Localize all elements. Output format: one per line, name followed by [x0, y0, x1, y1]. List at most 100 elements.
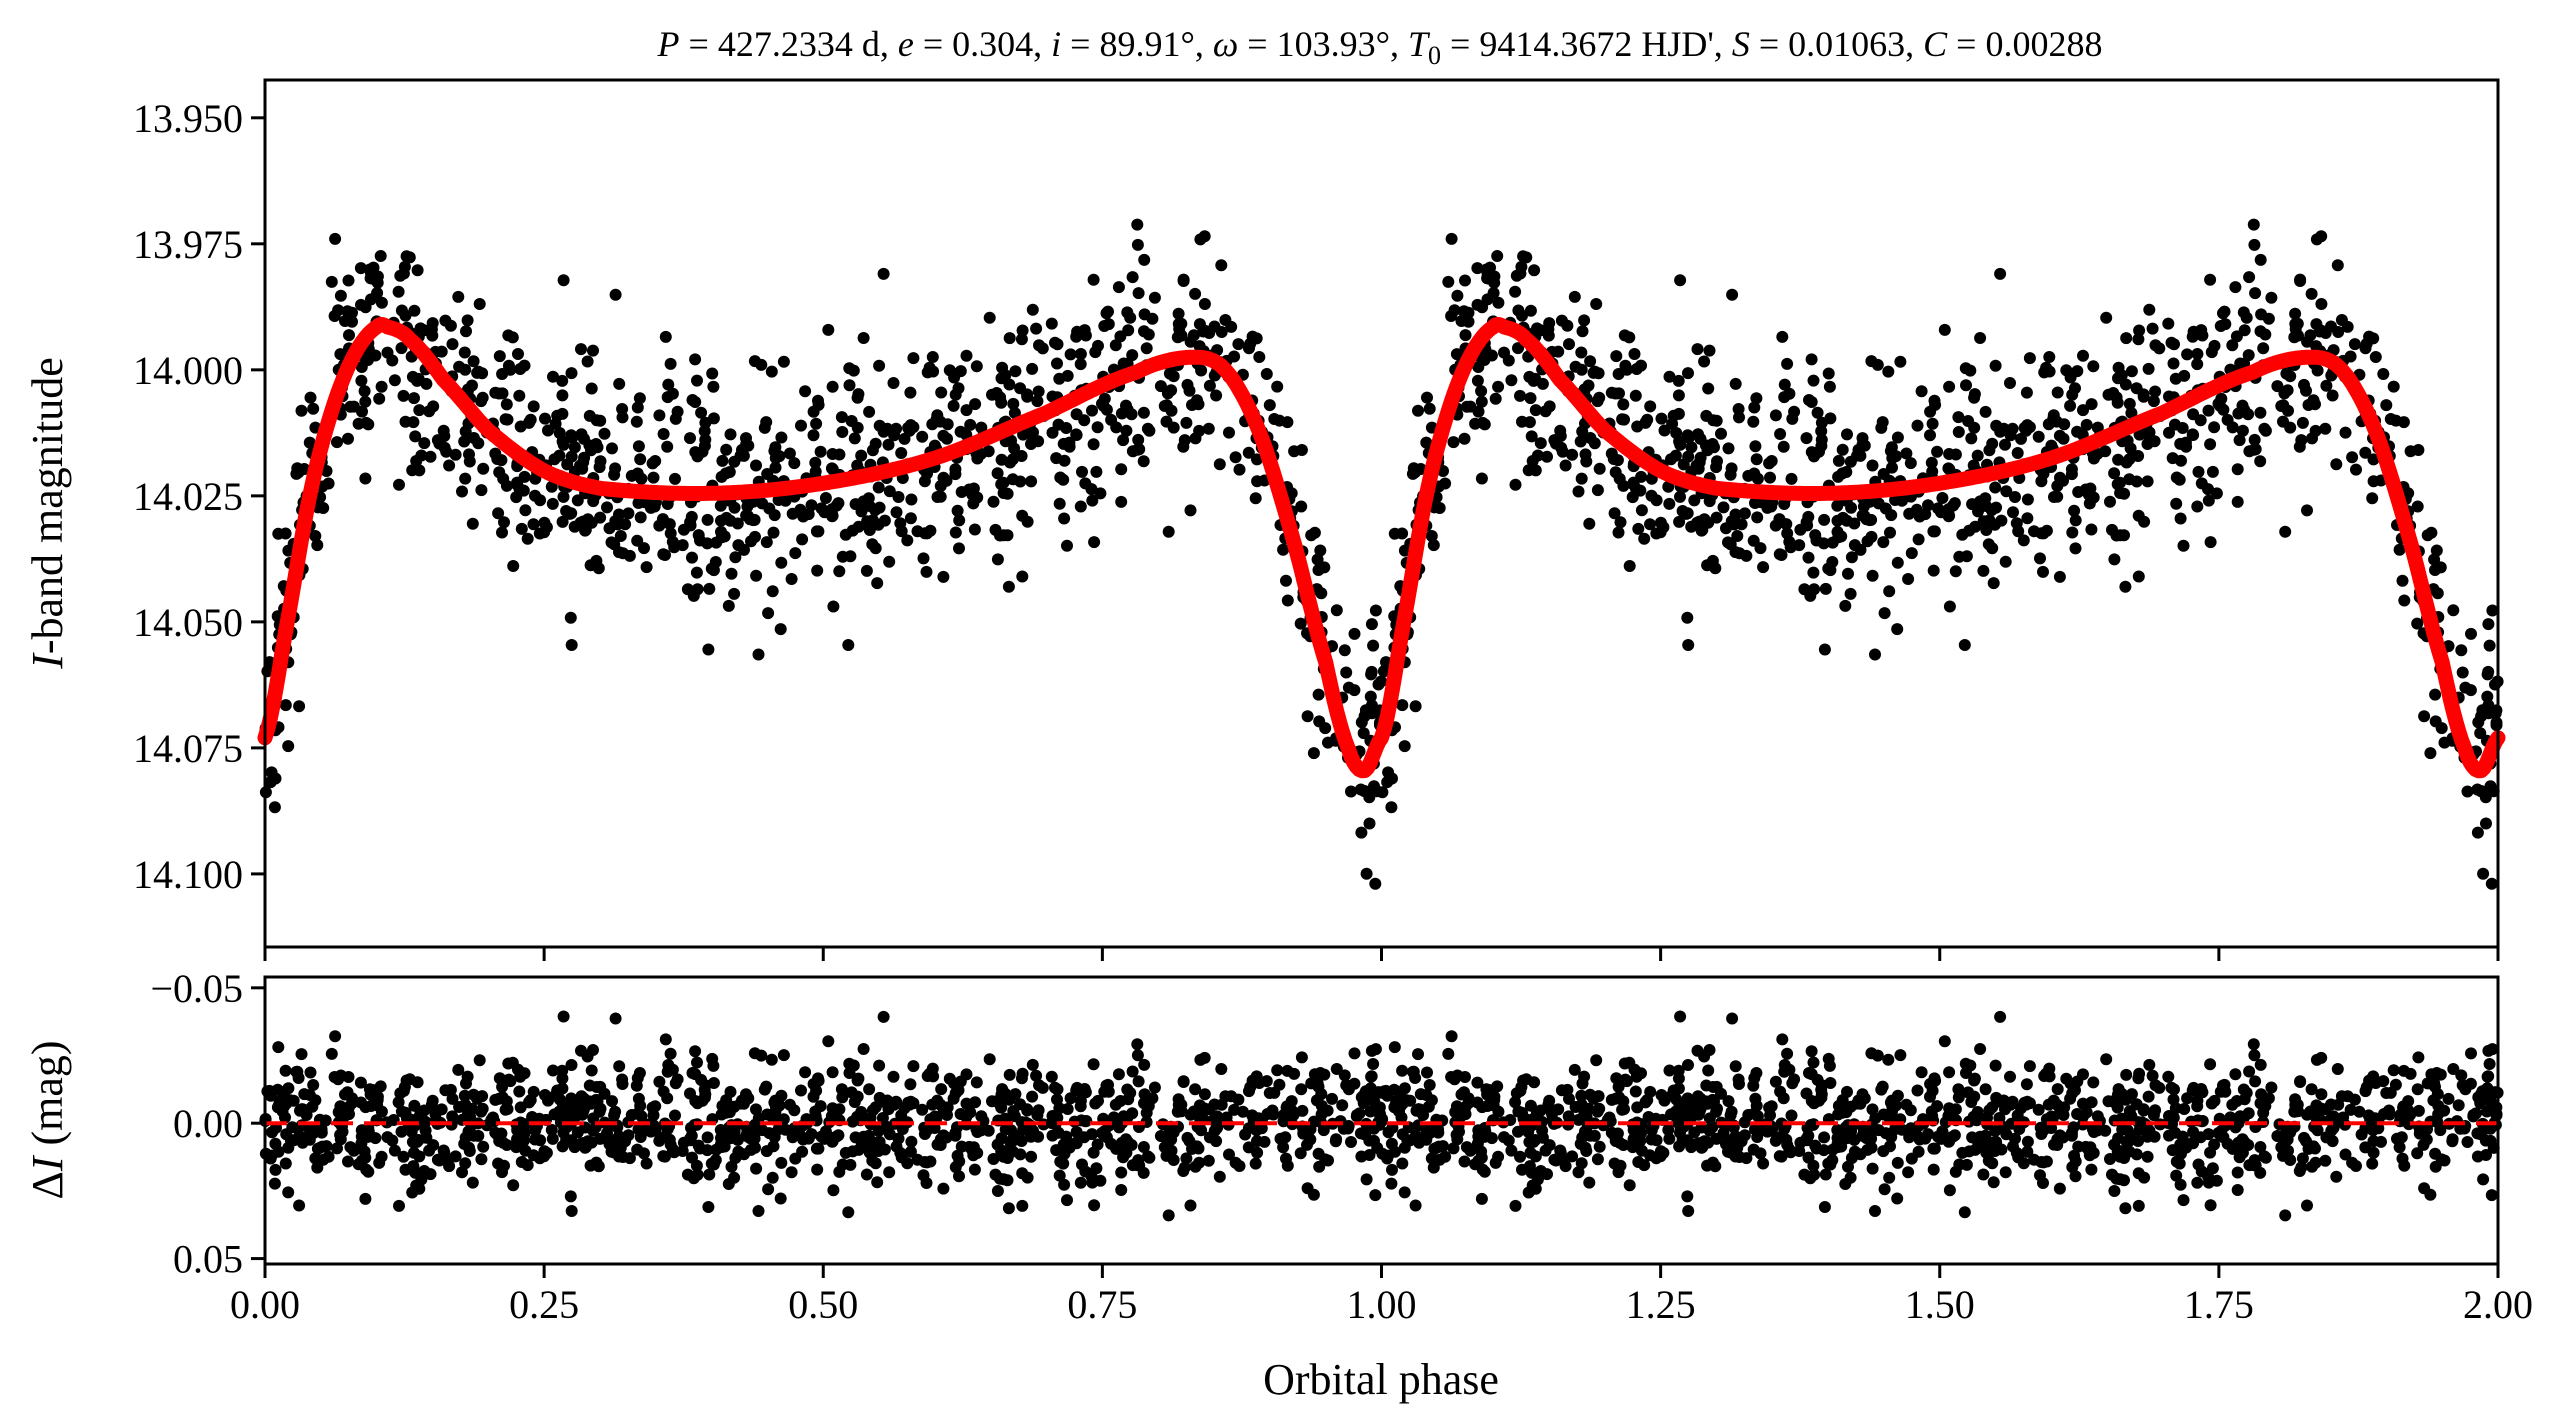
residual-point: [892, 1132, 905, 1145]
residual-point: [1781, 1047, 1794, 1060]
observation-point: [1253, 351, 1266, 363]
residual-point: [2174, 1178, 2187, 1191]
residual-point: [882, 1103, 895, 1116]
observation-point: [777, 355, 790, 368]
observation-point: [2110, 391, 2123, 404]
residual-point: [359, 1192, 372, 1205]
residual-point: [2085, 1163, 2098, 1176]
observation-point: [1016, 570, 1029, 583]
residual-point: [1837, 1130, 1849, 1143]
observation-point: [1051, 357, 1063, 370]
residual-point: [1524, 1146, 1537, 1159]
residual-point: [473, 1054, 486, 1067]
observation-point: [2435, 722, 2448, 735]
residual-point: [1330, 1133, 1343, 1146]
observation-point: [581, 355, 594, 368]
observation-point: [375, 380, 388, 393]
observation-point: [1355, 826, 1368, 839]
observation-point: [581, 513, 594, 526]
residual-point: [1786, 1077, 1799, 1090]
observation-point: [2123, 453, 2136, 466]
observation-point: [826, 448, 839, 460]
residual-point: [579, 1141, 592, 1154]
residual-point: [1255, 1122, 1268, 1135]
observation-point: [1358, 785, 1371, 797]
observation-point: [575, 428, 588, 441]
observation-point: [1138, 253, 1151, 266]
observation-point: [994, 391, 1007, 404]
observation-point: [1177, 273, 1190, 286]
residual-point: [1192, 1142, 1205, 1155]
residual-point: [362, 1165, 375, 1178]
residual-point: [2434, 1124, 2447, 1137]
observation-point: [2313, 325, 2326, 338]
observation-point: [2404, 445, 2417, 458]
residual-point: [1115, 1184, 1128, 1196]
observation-point: [2108, 553, 2121, 566]
observation-point: [1886, 452, 1899, 465]
observation-point: [527, 400, 540, 413]
residual-point: [1986, 1101, 1999, 1114]
residual-point: [1989, 1059, 2002, 1072]
residual-point: [1655, 1089, 1668, 1101]
residual-point: [1534, 1165, 1547, 1177]
residual-point: [896, 1123, 909, 1135]
residual-point: [2165, 1081, 2178, 1094]
observation-point: [1750, 392, 1763, 405]
residual-point: [2359, 1141, 2372, 1154]
observation-point: [2367, 453, 2380, 466]
observation-point: [1764, 471, 1776, 484]
residual-point: [1140, 1106, 1153, 1119]
observation-point: [842, 639, 855, 651]
observation-point: [1735, 518, 1748, 531]
observation-point: [2037, 565, 2049, 578]
top-panel-frame: [263, 78, 2500, 949]
observation-point: [812, 398, 825, 411]
residual-point: [1979, 1083, 1992, 1096]
observation-point: [1074, 500, 1087, 513]
observation-point: [750, 569, 763, 582]
observation-point: [1750, 453, 1763, 466]
observation-point: [826, 380, 839, 393]
residual-point: [467, 1129, 480, 1142]
observation-point: [1578, 314, 1591, 327]
observation-point: [634, 511, 647, 524]
observation-point: [500, 479, 513, 492]
residual-point: [826, 1066, 839, 1079]
observation-point: [358, 385, 371, 398]
observation-point: [406, 370, 419, 383]
residual-point: [2319, 1154, 2332, 1167]
observation-point: [983, 311, 996, 324]
observation-point: [745, 535, 757, 548]
residual-point: [877, 1010, 890, 1023]
residual-point: [1509, 1096, 1522, 1109]
observation-point: [1902, 573, 1915, 585]
observation-point: [1844, 455, 1857, 468]
observation-point: [1085, 483, 1098, 496]
observation-point: [1060, 422, 1073, 434]
residual-point: [796, 1145, 809, 1158]
residual-point: [2452, 1099, 2465, 1112]
observation-point: [1765, 500, 1778, 513]
observation-point: [534, 494, 547, 507]
residual-point: [1475, 1192, 1488, 1205]
residual-point: [300, 1109, 313, 1121]
observation-point: [2108, 467, 2121, 480]
residual-point: [1749, 1123, 1761, 1136]
residual-point: [640, 1157, 653, 1170]
residual-point: [2177, 1194, 2190, 1207]
residual-point: [287, 1094, 300, 1107]
residual-point: [1455, 1088, 1468, 1101]
residual-point: [1472, 1154, 1485, 1167]
residual-point: [1632, 1156, 1645, 1168]
observation-point: [587, 495, 600, 508]
residual-point: [1376, 1113, 1389, 1125]
observation-point: [1308, 526, 1321, 539]
residual-point: [1243, 1085, 1255, 1098]
observation-point: [2138, 515, 2151, 528]
observation-point: [2149, 385, 2162, 398]
observation-point: [1781, 527, 1794, 540]
residual-point: [1053, 1169, 1066, 1182]
observation-point: [566, 431, 579, 444]
residual-point: [2077, 1068, 2089, 1081]
